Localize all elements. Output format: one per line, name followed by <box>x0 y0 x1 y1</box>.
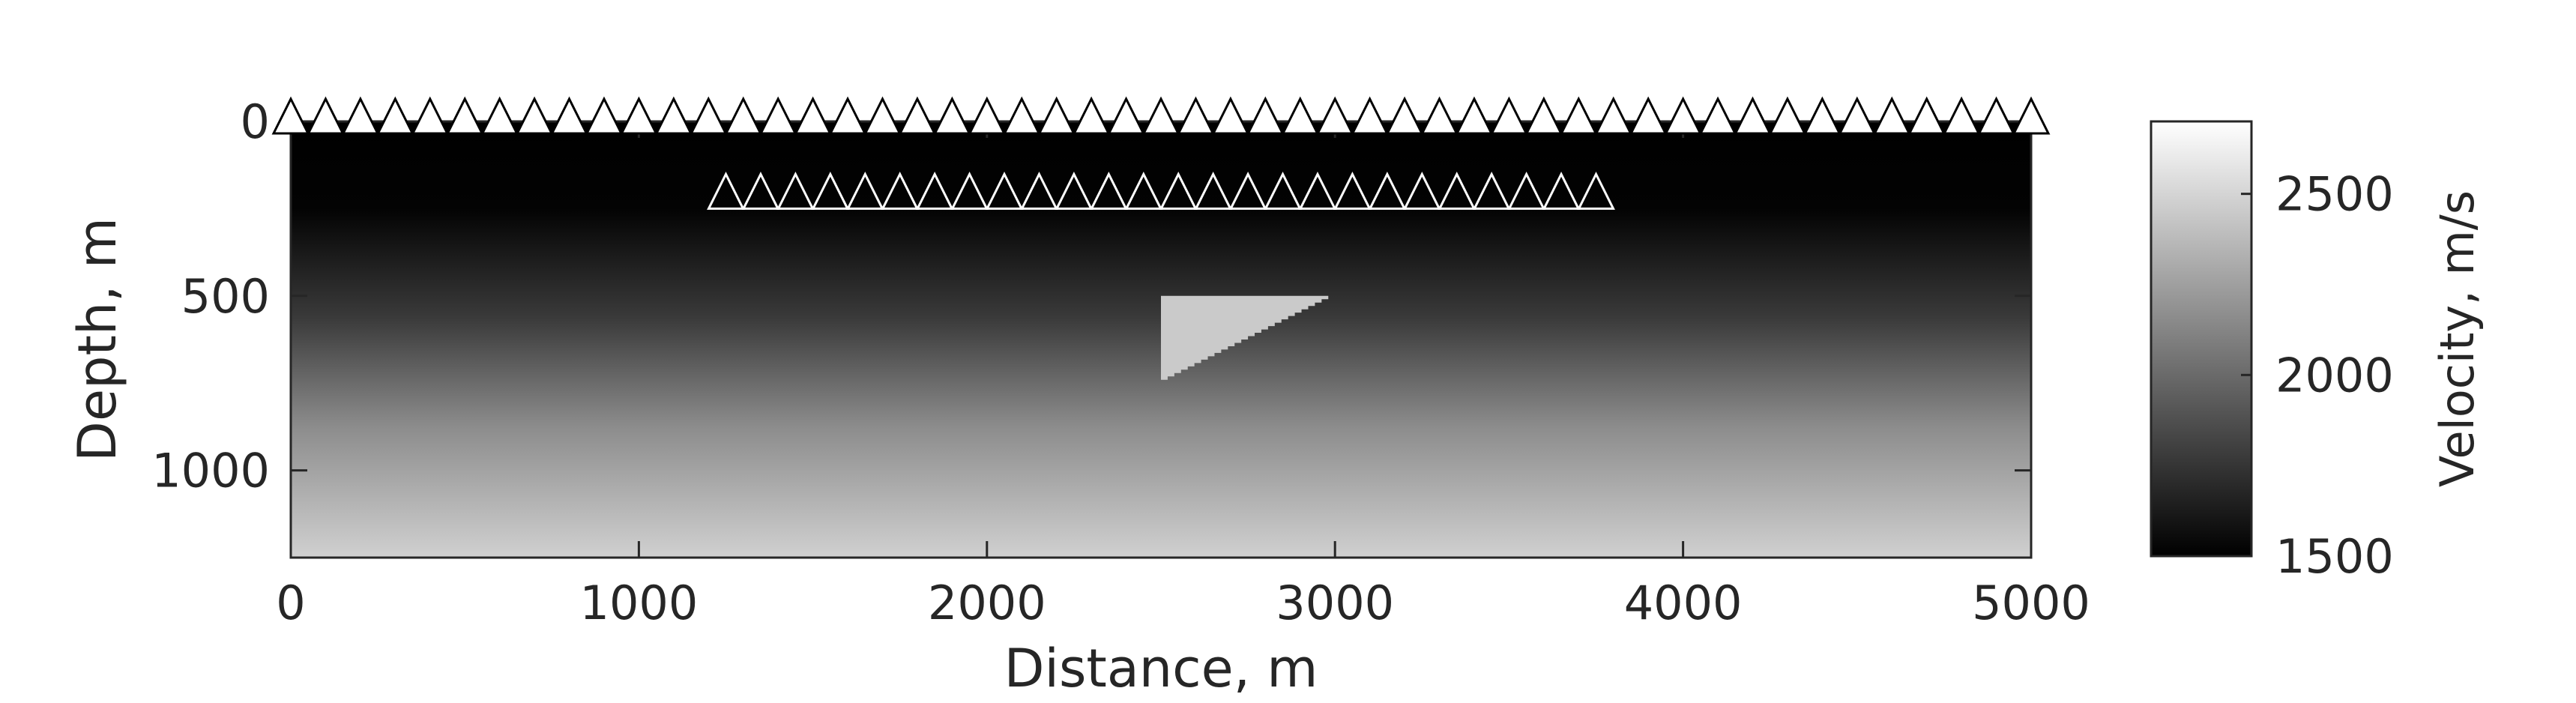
receiver-marker <box>1264 172 1302 210</box>
x-tick-label: 2000 <box>928 576 1046 630</box>
colorbar-tick-label: 1500 <box>2275 529 2394 584</box>
colorbar <box>2150 120 2253 558</box>
source-marker <box>411 96 450 135</box>
source-marker <box>1002 96 1041 135</box>
receiver-marker <box>845 172 884 210</box>
source-marker <box>689 96 728 135</box>
receiver-marker <box>1298 172 1337 210</box>
source-marker <box>1629 96 1668 135</box>
source-marker <box>1107 96 1145 135</box>
y-tick-label: 500 <box>181 269 270 324</box>
x-tick-label: 4000 <box>1624 576 1743 630</box>
source-marker <box>1838 96 1877 135</box>
source-marker <box>1141 96 1180 135</box>
receiver-marker <box>707 172 745 210</box>
receiver-marker <box>1542 172 1581 210</box>
source-marker <box>863 96 902 135</box>
source-marker <box>1734 96 1772 135</box>
source-marker <box>1455 96 1494 135</box>
colorbar-tick-label: 2000 <box>2275 348 2394 402</box>
source-marker <box>1351 96 1390 135</box>
receiver-marker <box>1159 172 1198 210</box>
source-marker <box>1177 96 1215 135</box>
source-marker <box>1246 96 1285 135</box>
source-marker <box>1942 96 1981 135</box>
receiver-marker <box>1194 172 1233 210</box>
source-marker <box>2012 96 2051 135</box>
source-marker <box>654 96 693 135</box>
source-marker <box>375 96 414 135</box>
receiver-marker <box>915 172 954 210</box>
source-marker <box>1907 96 1946 135</box>
receiver-marker <box>1507 172 1546 210</box>
source-marker <box>307 96 345 135</box>
source-marker <box>1072 96 1111 135</box>
source-marker <box>1524 96 1563 135</box>
y-tick-label: 1000 <box>151 444 270 498</box>
source-marker <box>794 96 833 135</box>
source-marker <box>1489 96 1528 135</box>
source-marker <box>271 96 310 135</box>
source-marker <box>1872 96 1911 135</box>
source-marker <box>724 96 763 135</box>
source-marker <box>1977 96 2015 135</box>
source-marker <box>968 96 1007 135</box>
colorbar-title: Velocity, m/s <box>2430 190 2485 487</box>
y-axis-title: Depth, m <box>67 217 128 462</box>
y-tick-label: 0 <box>241 94 270 149</box>
x-tick-label: 1000 <box>580 576 699 630</box>
receiver-marker <box>741 172 780 210</box>
receiver-marker <box>1472 172 1511 210</box>
receiver-marker <box>811 172 850 210</box>
x-tick-label: 3000 <box>1276 576 1394 630</box>
source-marker <box>1594 96 1633 135</box>
receiver-marker <box>985 172 1024 210</box>
source-marker <box>1698 96 1737 135</box>
receiver-marker <box>950 172 989 210</box>
source-marker <box>619 96 658 135</box>
x-tick-label: 0 <box>276 576 305 630</box>
receiver-marker <box>881 172 920 210</box>
source-marker <box>932 96 971 135</box>
source-marker <box>1037 96 1076 135</box>
x-tick-label: 5000 <box>1972 576 2090 630</box>
source-marker <box>1385 96 1424 135</box>
source-marker <box>758 96 797 135</box>
source-marker <box>1211 96 1250 135</box>
source-marker <box>1768 96 1807 135</box>
source-marker <box>1803 96 1841 135</box>
receiver-marker <box>1577 172 1615 210</box>
source-marker <box>898 96 937 135</box>
receiver-marker <box>1333 172 1372 210</box>
receiver-marker <box>1402 172 1441 210</box>
colorbar-tick-label: 2500 <box>2275 167 2394 222</box>
receiver-marker <box>1368 172 1407 210</box>
source-marker <box>341 96 380 135</box>
velocity-anomaly <box>1161 295 1336 384</box>
receiver-marker <box>1228 172 1267 210</box>
source-marker <box>1281 96 1320 135</box>
receiver-marker <box>1089 172 1128 210</box>
receiver-marker <box>776 172 815 210</box>
source-marker <box>480 96 519 135</box>
source-marker <box>1420 96 1459 135</box>
receiver-marker <box>1055 172 1094 210</box>
receiver-marker <box>1124 172 1163 210</box>
receiver-marker <box>1020 172 1058 210</box>
receiver-marker <box>1438 172 1476 210</box>
x-axis-title: Distance, m <box>1004 638 1318 699</box>
source-marker <box>550 96 588 135</box>
source-marker <box>1559 96 1598 135</box>
source-marker <box>1664 96 1703 135</box>
source-marker <box>828 96 867 135</box>
source-marker <box>1315 96 1354 135</box>
source-marker <box>515 96 554 135</box>
source-marker <box>445 96 484 135</box>
source-marker <box>585 96 624 135</box>
